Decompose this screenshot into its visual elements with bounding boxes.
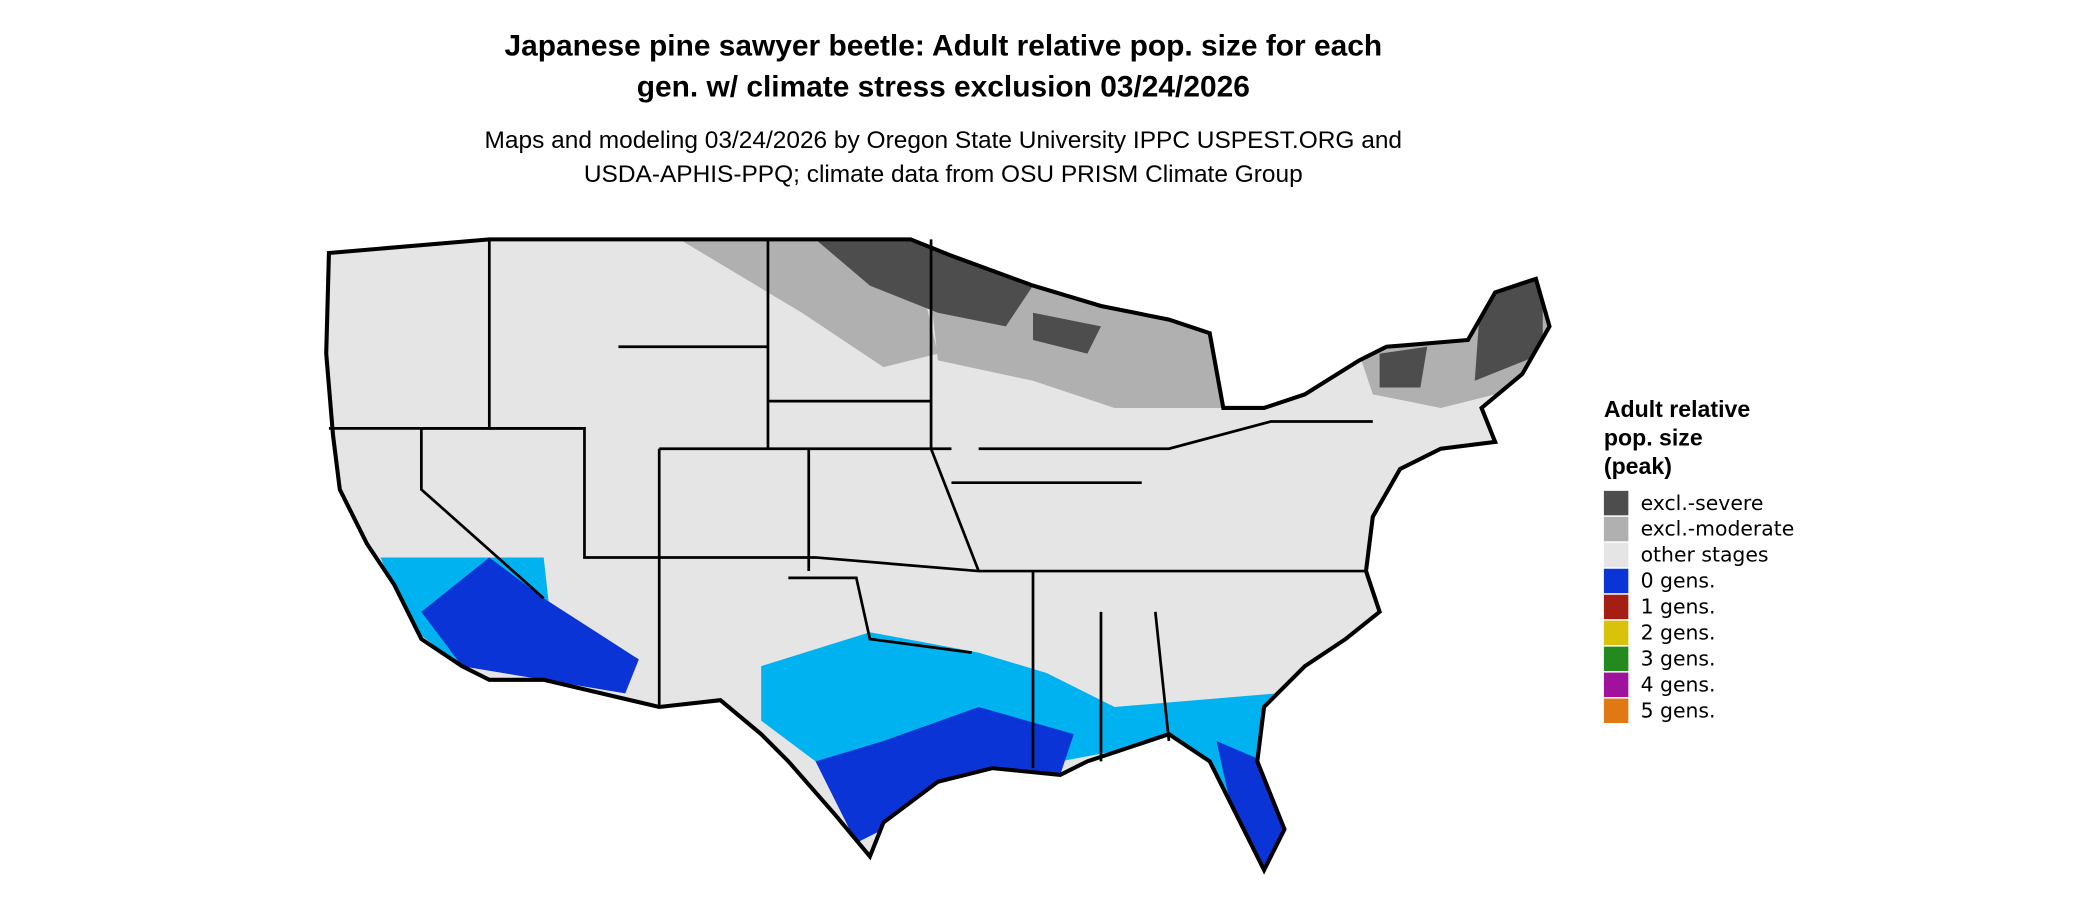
state-borders <box>326 239 1549 870</box>
title: gen. w/ climate stress exclusion 03/24/2… <box>637 70 1250 103</box>
legend-label: 5 gens. <box>1641 698 1716 722</box>
legend-label: 0 gens. <box>1641 569 1716 593</box>
legend-label: excl.-severe <box>1641 491 1764 515</box>
title: Japanese pine sawyer beetle: Adult relat… <box>504 30 1382 63</box>
legend-swatch <box>1603 698 1629 724</box>
legend-label: other stages <box>1641 543 1769 567</box>
legend-title: Adult relative <box>1604 396 1750 422</box>
legend-swatch <box>1603 490 1629 516</box>
legend-swatch <box>1603 568 1629 594</box>
legend-label: 4 gens. <box>1641 672 1716 696</box>
legend-title: pop. size <box>1604 424 1703 450</box>
legend-swatch <box>1603 672 1629 698</box>
legend-label: 1 gens. <box>1641 595 1716 619</box>
legend-swatch <box>1603 594 1629 620</box>
legend-label: excl.-moderate <box>1641 517 1795 541</box>
legend-label: 2 gens. <box>1641 621 1716 645</box>
legend-swatch <box>1603 542 1629 568</box>
titles: Japanese pine sawyer beetle: Adult relat… <box>485 30 1402 188</box>
legend-swatch <box>1603 620 1629 646</box>
legend-title: (peak) <box>1604 453 1672 479</box>
legend-swatch <box>1603 516 1629 542</box>
subtitle: USDA-APHIS-PPQ; climate data from OSU PR… <box>584 161 1303 188</box>
legend-swatch <box>1603 646 1629 672</box>
subtitle: Maps and modeling 03/24/2026 by Oregon S… <box>485 127 1402 154</box>
legend-label: 3 gens. <box>1641 647 1716 671</box>
